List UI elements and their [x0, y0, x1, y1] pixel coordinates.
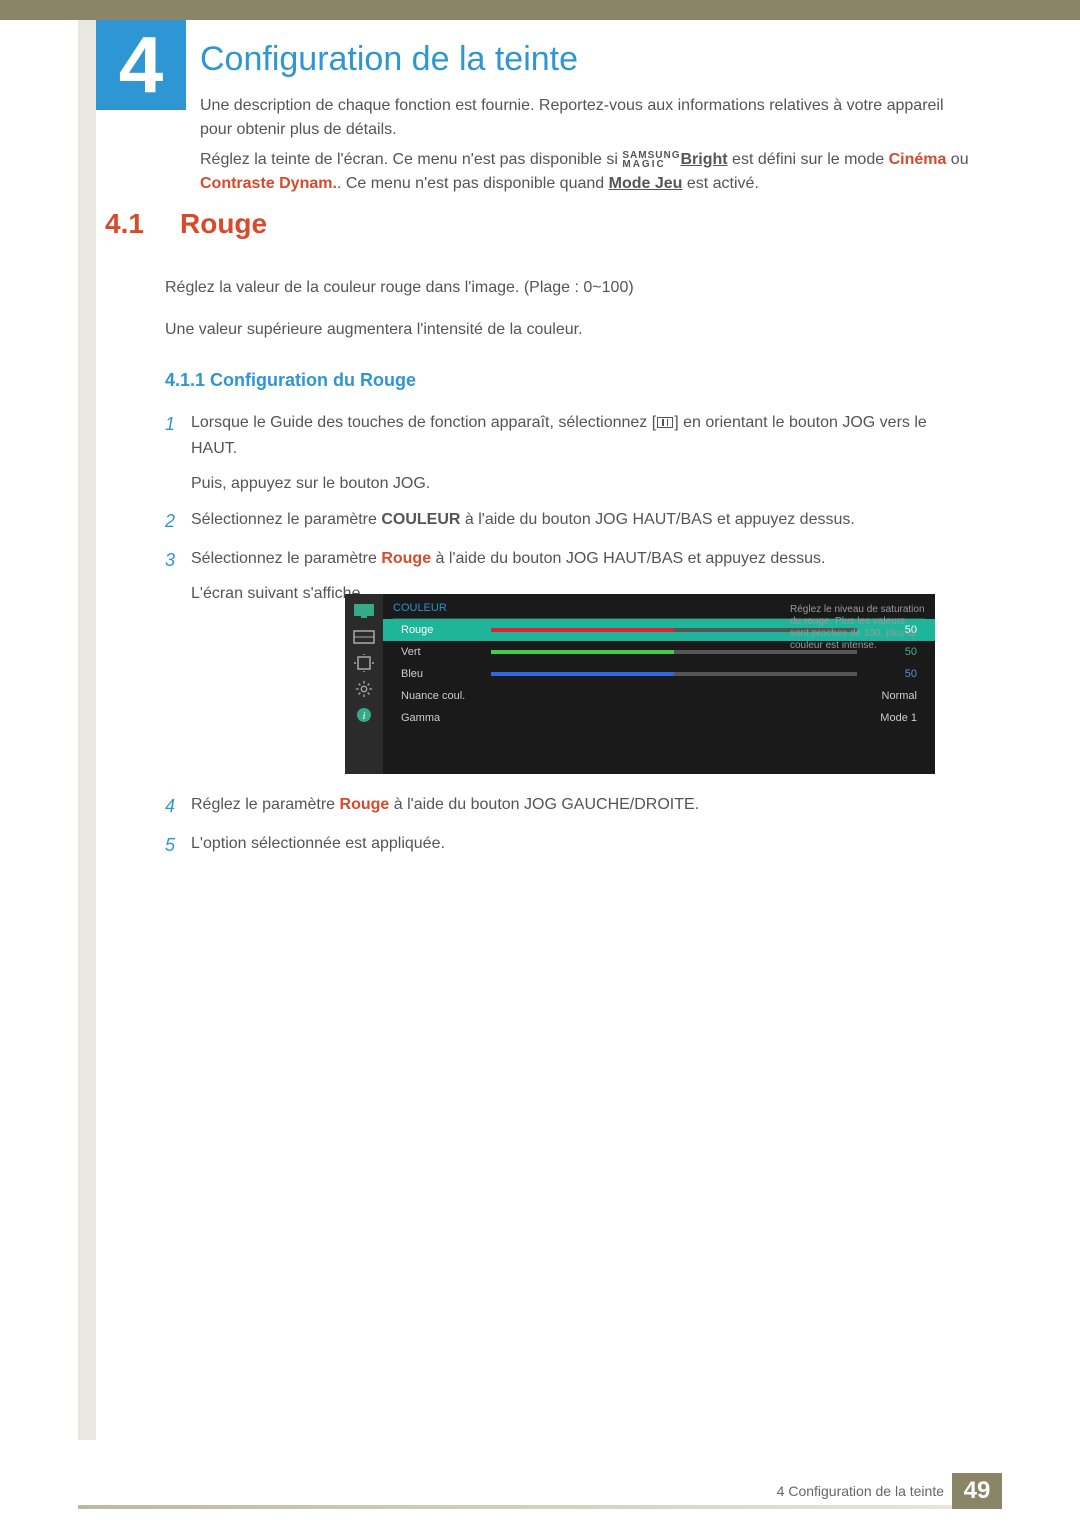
step-num-4: 4 [165, 792, 191, 821]
osd-info-icon: i [353, 706, 375, 724]
osd-row-value: 50 [877, 668, 917, 680]
osd-row: Bleu 50 [393, 663, 925, 685]
steps-list-a: 1 Lorsque le Guide des touches de foncti… [165, 410, 965, 617]
osd-picture-icon [353, 602, 375, 620]
osd-main: COULEUR Rouge50Vert50Bleu50Nuance coul.N… [383, 594, 935, 774]
body-p2: Une valeur supérieure augmentera l'inten… [165, 318, 965, 342]
cinema-text: Cinéma [889, 151, 947, 168]
step-num-3: 3 [165, 546, 191, 607]
chapter-number-box: 4 [96, 20, 186, 110]
osd-row-label: Bleu [401, 668, 491, 680]
step-2: 2 Sélectionnez le paramètre COULEUR à l'… [165, 507, 965, 536]
intro-p2-b: est défini sur le mode [728, 151, 889, 168]
left-bar [78, 20, 96, 1440]
step-num-5: 5 [165, 831, 191, 860]
step-5: 5 L'option sélectionnée est appliquée. [165, 831, 965, 860]
section-title: Rouge [180, 208, 267, 240]
s4-b: à l'aide du bouton JOG GAUCHE/DROITE. [389, 796, 699, 813]
footer-page-number: 49 [952, 1473, 1002, 1509]
menu-icon [657, 417, 673, 428]
bright-link: Bright [680, 151, 727, 168]
samsung-magic-logo: SAMSUNGMAGIC [622, 151, 680, 169]
s2-b: à l'aide du bouton JOG HAUT/BAS et appuy… [460, 511, 854, 528]
contraste-text: Contraste Dynam. [200, 175, 337, 192]
subsection-title: 4.1.1 Configuration du Rouge [165, 370, 416, 391]
step-5-text: L'option sélectionnée est appliquée. [191, 831, 965, 860]
footer: 4 Configuration de la teinte 49 [0, 1479, 1080, 1527]
ou-text: ou [946, 151, 968, 168]
s3-a: Sélectionnez le paramètre [191, 550, 381, 567]
s4-rouge: Rouge [340, 796, 390, 813]
s4-a: Réglez le paramètre [191, 796, 340, 813]
osd-row: Nuance coul. Normal [393, 685, 925, 707]
s2-a: Sélectionnez le paramètre [191, 511, 381, 528]
osd-row-label: Gamma [401, 712, 491, 724]
footer-text: 4 Configuration de la teinte [777, 1483, 944, 1499]
body-p1: Réglez la valeur de la couleur rouge dan… [165, 276, 965, 300]
osd-row-value: Mode 1 [837, 712, 917, 724]
osd-row-value: Normal [837, 690, 917, 702]
top-bar [0, 0, 1080, 20]
chapter-title: Configuration de la teinte [200, 40, 578, 79]
s1-c: Puis, appuyez sur le bouton JOG. [191, 471, 965, 497]
s2-couleur: COULEUR [381, 511, 460, 528]
steps-list-b: 4 Réglez le paramètre Rouge à l'aide du … [165, 792, 965, 870]
section-number: 4.1 [105, 208, 144, 240]
osd-row-label: Nuance coul. [401, 690, 491, 702]
intro-p2: Réglez la teinte de l'écran. Ce menu n'e… [200, 148, 970, 196]
intro-p2-d: est activé. [682, 175, 758, 192]
step-4-text: Réglez le paramètre Rouge à l'aide du bo… [191, 792, 965, 821]
s3-rouge: Rouge [381, 550, 431, 567]
osd-slider [491, 672, 857, 676]
intro-p2-c: . Ce menu n'est pas disponible quand [337, 175, 609, 192]
osd-menu-screenshot: i COULEUR Rouge50Vert50Bleu50Nuance coul… [345, 594, 935, 774]
step-4: 4 Réglez le paramètre Rouge à l'aide du … [165, 792, 965, 821]
step-2-text: Sélectionnez le paramètre COULEUR à l'ai… [191, 507, 965, 536]
magic-bot: MAGIC [622, 160, 680, 169]
modejeu-link: Mode Jeu [609, 175, 683, 192]
osd-screen-icon [353, 628, 375, 646]
s3-b: à l'aide du bouton JOG HAUT/BAS et appuy… [431, 550, 825, 567]
step-1-text: Lorsque le Guide des touches de fonction… [191, 410, 965, 497]
step-1: 1 Lorsque le Guide des touches de foncti… [165, 410, 965, 497]
footer-bar [78, 1505, 1002, 1509]
step-num-1: 1 [165, 410, 191, 497]
osd-gear-icon [353, 680, 375, 698]
step-num-2: 2 [165, 507, 191, 536]
svg-text:i: i [362, 710, 365, 722]
intro-p2-a: Réglez la teinte de l'écran. Ce menu n'e… [200, 151, 622, 168]
osd-row-label: Rouge [401, 624, 491, 636]
osd-sidebar: i [345, 594, 383, 774]
intro-paragraphs: Une description de chaque fonction est f… [200, 94, 970, 202]
s1-a: Lorsque le Guide des touches de fonction… [191, 414, 656, 431]
osd-resize-icon [353, 654, 375, 672]
osd-row-label: Vert [401, 646, 491, 658]
osd-row: Gamma Mode 1 [393, 707, 925, 729]
intro-p1: Une description de chaque fonction est f… [200, 94, 970, 142]
osd-tip: Réglez le niveau de saturation du rouge.… [790, 604, 925, 652]
